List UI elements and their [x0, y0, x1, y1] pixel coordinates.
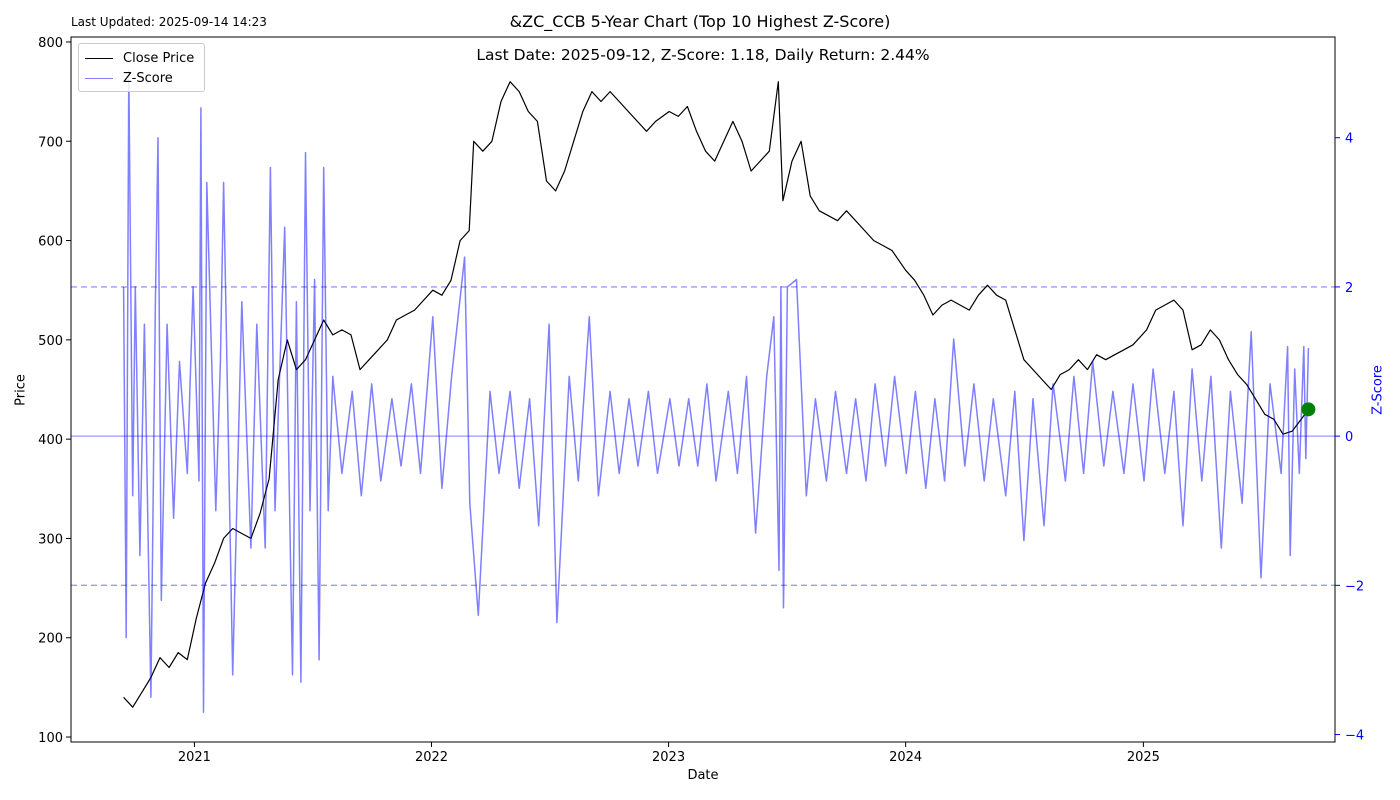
y-tick-label: 300 — [38, 532, 63, 547]
legend-label-close-price: Close Price — [123, 50, 195, 66]
x-tick-label: 2022 — [415, 750, 448, 765]
chart-title: &ZC_CCB 5-Year Chart (Top 10 Highest Z-S… — [509, 12, 891, 31]
y2-tick-label: 4 — [1345, 132, 1353, 147]
y-tick-label: 100 — [38, 731, 63, 746]
y-tick-label: 500 — [38, 334, 63, 349]
x-tick-label: 2021 — [178, 750, 211, 765]
y2-tick-label: −2 — [1345, 579, 1364, 594]
legend-item-z-score: Z-Score — [85, 70, 173, 86]
y2-axis-label: Z-Score — [1370, 365, 1386, 415]
last-updated-text: Last Updated: 2025-09-14 14:23 — [71, 15, 267, 29]
y2-tick-label: 2 — [1345, 281, 1353, 296]
chart-subtitle: Last Date: 2025-09-12, Z-Score: 1.18, Da… — [476, 46, 930, 64]
legend-swatch-z-score — [85, 77, 113, 79]
x-tick-label: 2025 — [1127, 750, 1160, 765]
y-tick-label: 400 — [38, 433, 63, 448]
legend-swatch-close-price — [85, 57, 113, 59]
y-tick-label: 700 — [38, 135, 63, 150]
legend-label-z-score: Z-Score — [123, 70, 173, 86]
last-date-marker — [1301, 402, 1316, 417]
legend-item-close-price: Close Price — [85, 50, 194, 66]
y2-tick-label: −4 — [1345, 729, 1364, 744]
y-tick-label: 800 — [38, 36, 63, 51]
plot-area — [71, 69, 1335, 713]
series-line-close-price — [123, 81, 1309, 708]
x-axis-label: Date — [687, 768, 719, 783]
y-tick-label: 600 — [38, 235, 63, 250]
chart-legend: Close Price Z-Score — [78, 43, 205, 92]
y2-tick-label: 0 — [1345, 430, 1353, 445]
plot-frame — [70, 36, 1336, 743]
chart-axes: 2021 2022 2023 2024 2025 100 200 300 400 500 600 70… — [38, 36, 1364, 765]
x-tick-label: 2023 — [652, 750, 685, 765]
series-line-z-score — [122, 69, 1310, 713]
y-tick-label: 200 — [38, 632, 63, 647]
y-axis-label: Price — [13, 374, 29, 406]
x-tick-label: 2024 — [889, 750, 922, 765]
